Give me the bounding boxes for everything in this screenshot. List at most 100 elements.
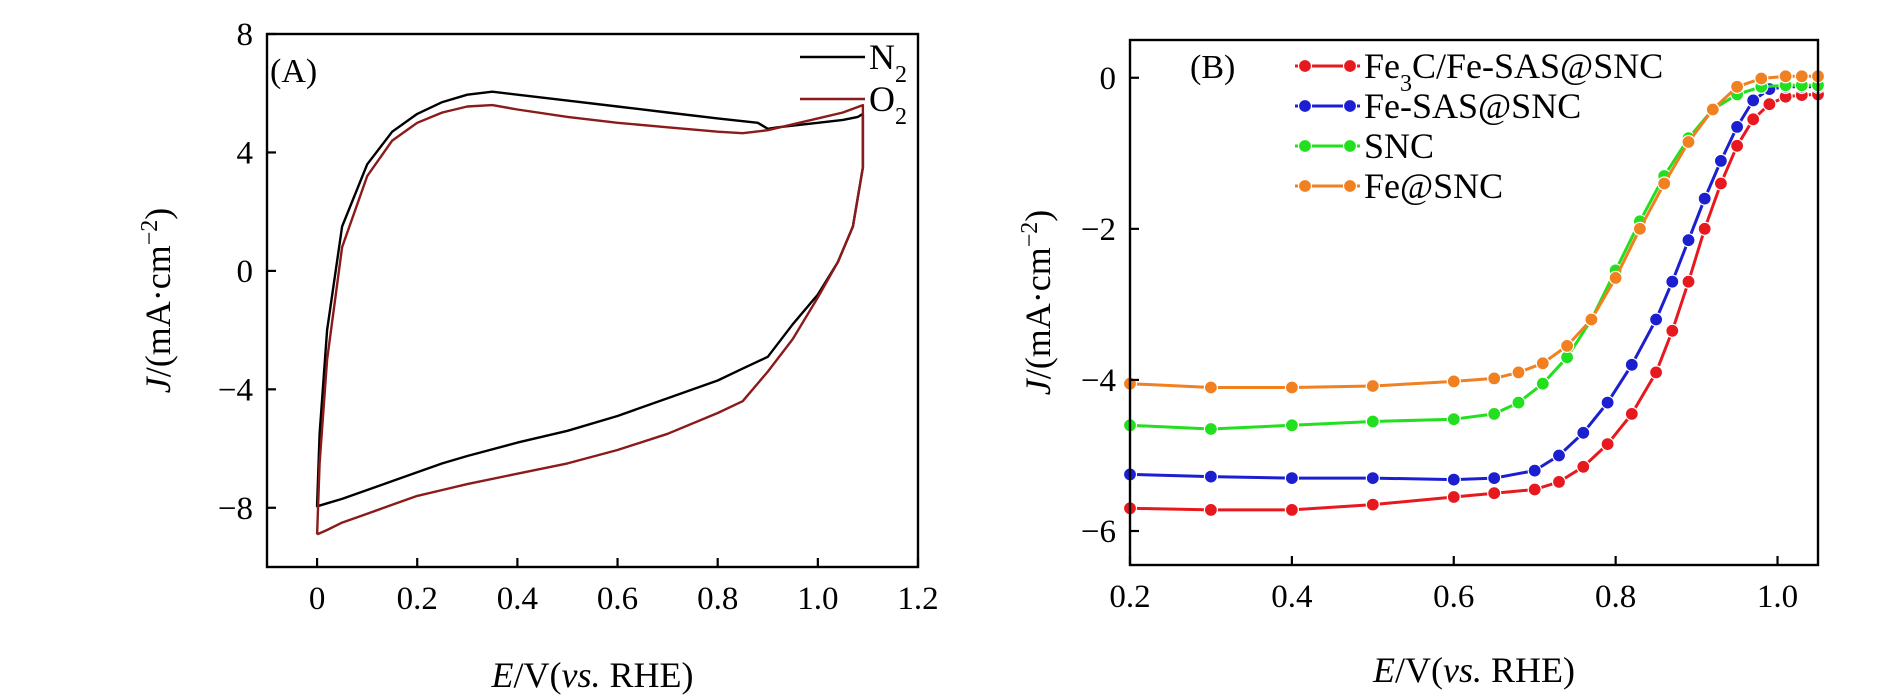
data-point <box>1576 425 1591 440</box>
x-tick-label: 0.4 <box>1271 579 1312 615</box>
data-point <box>1203 502 1219 517</box>
legend-label: Fe-SAS@SNC <box>1364 86 1581 126</box>
data-point <box>1365 414 1380 429</box>
x-axis-label: E/V(vs. RHE) <box>1372 650 1575 690</box>
data-point <box>1511 365 1526 380</box>
legend-label: N2 <box>869 37 907 88</box>
data-point <box>1576 459 1591 474</box>
x-tick-label: 1.2 <box>897 581 938 617</box>
legend-marker <box>1342 178 1358 194</box>
data-point <box>1624 357 1639 372</box>
plot-frame <box>1128 38 1820 567</box>
y-axis-label: J/(mA·cm−2) <box>137 208 178 394</box>
data-point <box>1284 502 1300 517</box>
data-point <box>1665 323 1680 338</box>
data-point <box>1365 378 1380 394</box>
data-point <box>1535 356 1550 371</box>
data-point <box>1729 119 1745 135</box>
legend-marker <box>1297 98 1313 114</box>
data-point <box>1284 471 1300 486</box>
y-tick-label: 4 <box>237 135 254 171</box>
data-point <box>1681 274 1696 289</box>
data-point <box>1600 395 1615 410</box>
data-point <box>1681 233 1696 248</box>
data-point <box>1365 497 1380 512</box>
x-tick-label: 1.0 <box>797 581 838 617</box>
data-point <box>1365 471 1380 486</box>
data-point <box>1284 380 1300 395</box>
data-point <box>1754 71 1769 86</box>
panel-label: (A) <box>270 53 317 90</box>
data-point <box>1705 102 1720 117</box>
x-tick-label: 1.0 <box>1757 579 1798 615</box>
data-point <box>1527 482 1542 497</box>
data-point <box>1762 97 1777 112</box>
legend-marker <box>1297 138 1313 154</box>
y-tick-label: 8 <box>237 17 254 53</box>
legend-label: Fe3C/Fe-SAS@SNC <box>1364 46 1663 97</box>
data-point <box>1648 365 1664 380</box>
data-point <box>1551 448 1567 463</box>
data-point <box>1487 371 1502 386</box>
data-point <box>1729 79 1745 94</box>
x-tick-label: 0.2 <box>397 581 438 617</box>
data-point <box>1697 191 1712 206</box>
data-point <box>1665 274 1680 289</box>
y-tick-label: 0 <box>1100 61 1117 97</box>
data-point <box>1648 312 1664 327</box>
data-point <box>1632 221 1648 236</box>
chart-panel-b: 0.2 0.4 0.6 0.8 1.0 −6 −4 −2 0 (B) E/V(vs. RHE) J/(… <box>1017 38 1826 690</box>
legend-label: SNC <box>1364 126 1434 166</box>
x-tick-label: 0.2 <box>1109 579 1150 615</box>
data-point <box>1203 421 1219 437</box>
data-point <box>1203 380 1219 395</box>
legend-marker <box>1342 58 1358 74</box>
data-point <box>1713 153 1729 168</box>
y-tick-label: −4 <box>218 372 253 408</box>
data-point <box>1729 138 1745 153</box>
data-point <box>1446 374 1461 389</box>
chart-panel-a: 0 0.2 0.4 0.6 0.8 1.0 1.2 −8 −4 0 4 8 (A) E/V(vs. RHE… <box>137 17 939 695</box>
x-axis-label: E/V(vs. RHE) <box>491 655 694 695</box>
series-line-fe-sas-snc <box>1129 85 1818 482</box>
data-point <box>1487 486 1502 501</box>
legend-marker <box>1342 138 1358 154</box>
x-tick-label: 0.8 <box>1595 579 1636 615</box>
data-point <box>1446 412 1461 427</box>
data-point <box>1446 489 1461 505</box>
data-point <box>1746 93 1761 108</box>
data-point <box>1600 437 1615 452</box>
x-tick-label: 0.8 <box>697 581 738 617</box>
data-point <box>1778 69 1793 84</box>
data-point <box>1697 221 1712 236</box>
legend-label: Fe@SNC <box>1364 166 1503 206</box>
panel-label: (B) <box>1190 49 1235 86</box>
y-tick-label: −2 <box>1081 212 1116 248</box>
data-point <box>1713 176 1729 191</box>
data-point <box>1794 69 1809 84</box>
data-point <box>1527 463 1542 478</box>
data-point <box>1203 469 1219 484</box>
y-axis-label: J/(mA·cm−2) <box>1017 210 1058 396</box>
data-point <box>1487 471 1502 486</box>
x-tick-label: 0.4 <box>497 581 538 617</box>
data-point <box>1446 472 1461 487</box>
data-point <box>1681 134 1696 150</box>
y-tick-label: −8 <box>218 491 253 527</box>
data-point <box>1487 406 1502 421</box>
series-line-snc <box>1129 83 1818 431</box>
data-point <box>1746 112 1761 127</box>
data-point <box>1584 312 1599 327</box>
data-point <box>1624 406 1639 421</box>
y-tick-label: 0 <box>237 254 254 290</box>
x-tick-label: 0.6 <box>597 581 638 617</box>
data-point <box>1511 395 1526 410</box>
data-point <box>1551 474 1567 489</box>
series-line-fe3c-fe-sas-snc <box>1129 92 1819 512</box>
legend-label: O2 <box>869 79 907 130</box>
data-point <box>1535 376 1550 391</box>
series-line-o2 <box>315 103 865 536</box>
x-tick-label: 0.6 <box>1433 579 1474 615</box>
legend-marker <box>1297 178 1313 194</box>
